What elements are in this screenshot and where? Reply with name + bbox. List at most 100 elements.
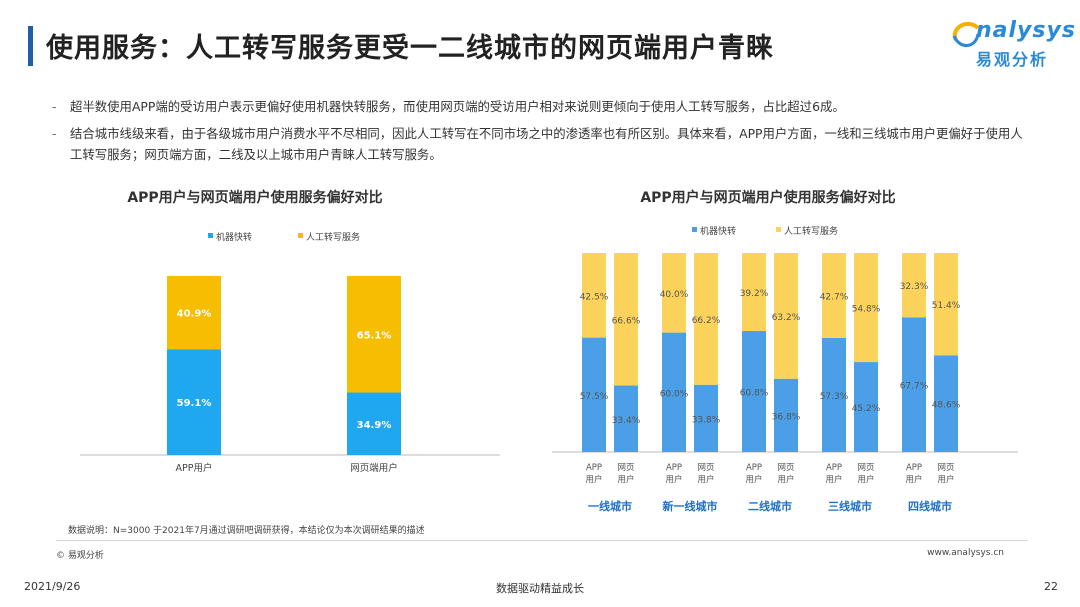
- divider: [56, 540, 1028, 541]
- bar-segment: [662, 253, 686, 333]
- data-label: 60.0%: [660, 389, 689, 399]
- chart-title: APP用户与网页端用户使用服务偏好对比: [127, 189, 382, 206]
- x-tick-label: 用户: [585, 474, 602, 485]
- bullet-list: - 超半数使用APP端的受访用户表示更偏好使用机器快转服务，而使用网页端的受访用…: [52, 96, 1032, 171]
- x-tick-label: APP: [586, 463, 602, 473]
- bar-segment: [582, 253, 606, 338]
- data-label: 32.3%: [900, 282, 929, 292]
- x-tick-label: 网页端用户: [350, 462, 398, 474]
- data-label: 66.6%: [612, 316, 641, 326]
- x-tick-label: 网页: [857, 463, 874, 473]
- group-label: 二线城市: [748, 499, 792, 513]
- bullet-item: - 超半数使用APP端的受访用户表示更偏好使用机器快转服务，而使用网页端的受访用…: [52, 96, 1032, 117]
- x-tick-label: 用户: [937, 474, 954, 485]
- dash-icon: -: [52, 99, 57, 114]
- data-label: 33.8%: [692, 415, 721, 425]
- bar-segment: [662, 332, 686, 452]
- x-tick-label: APP: [746, 463, 762, 473]
- data-label: 57.5%: [580, 392, 609, 402]
- bar-segment: [614, 385, 638, 452]
- data-label: 48.6%: [932, 401, 961, 411]
- bullet-text: 结合城市线级来看，由于各级城市用户消费水平不尽相同，因此人工转写在不同市场之中的…: [70, 126, 1023, 162]
- data-label: 33.4%: [612, 416, 641, 426]
- x-tick-label: 用户: [905, 474, 922, 485]
- x-tick-label: 用户: [777, 474, 794, 485]
- data-label: 63.2%: [772, 313, 801, 323]
- bar-segment: [694, 384, 718, 452]
- x-tick-label: APP: [826, 463, 842, 473]
- analysys-logo: [952, 21, 980, 47]
- logo-cn-text: 易观分析: [976, 50, 1049, 69]
- bar-segment: [902, 253, 926, 318]
- page-title: 使用服务：人工转写服务更受一二线城市的网页端用户青睐: [46, 33, 774, 64]
- x-tick-label: APP用户: [176, 462, 213, 474]
- group-label: 三线城市: [828, 499, 872, 513]
- bar-segment: [742, 253, 766, 332]
- legend-label: 机器快转: [216, 231, 252, 243]
- data-label: 51.4%: [932, 301, 961, 311]
- x-tick-label: 用户: [697, 474, 714, 485]
- footer-slogan: 数据驱动精益成长: [496, 582, 584, 595]
- group-label: 一线城市: [588, 499, 632, 513]
- bar-segment: [822, 253, 846, 338]
- x-tick-label: 网页: [617, 463, 634, 473]
- bar-segment: [614, 253, 638, 386]
- legend-label: 人工转写服务: [306, 231, 360, 243]
- page-number: 22: [1044, 580, 1058, 593]
- website-url: www.analysys.cn: [927, 548, 1004, 558]
- copyright: © 易观分析: [56, 551, 104, 561]
- footer-date: 2021/9/26: [24, 580, 81, 593]
- group-label: 四线城市: [908, 499, 952, 513]
- bar-segment: [902, 317, 926, 452]
- x-tick-label: 用户: [665, 474, 682, 485]
- data-label: 54.8%: [852, 305, 881, 315]
- bar-segment: [822, 337, 846, 452]
- data-label: 36.8%: [772, 412, 801, 422]
- legend-swatch: [208, 233, 213, 238]
- x-tick-label: 网页: [937, 463, 954, 473]
- bar-segment: [774, 378, 798, 452]
- data-label: 34.9%: [357, 420, 392, 431]
- bar-segment: [934, 355, 958, 452]
- dash-icon: -: [52, 126, 57, 141]
- bar-segment: [347, 276, 401, 393]
- data-note: 数据说明：N=3000 于2021年7月通过调研吧调研获得，本结论仅为本次调研结…: [68, 526, 425, 536]
- legend-label: 人工转写服务: [784, 225, 838, 237]
- x-tick-label: 用户: [825, 474, 842, 485]
- legend-label: 机器快转: [700, 225, 736, 237]
- bar-segment: [774, 253, 798, 379]
- data-label: 40.9%: [177, 309, 212, 320]
- bar-segment: [167, 276, 221, 350]
- x-tick-label: 用户: [745, 474, 762, 485]
- data-label: 57.3%: [820, 392, 849, 402]
- group-label: 新一线城市: [663, 499, 718, 513]
- data-label: 42.7%: [820, 292, 849, 302]
- data-label: 45.2%: [852, 404, 881, 414]
- bar-segment: [854, 362, 878, 452]
- legend-swatch: [776, 227, 781, 232]
- data-label: 39.2%: [740, 289, 769, 299]
- bar-segment: [582, 337, 606, 452]
- x-tick-label: 用户: [857, 474, 874, 485]
- data-label: 59.1%: [177, 398, 212, 409]
- data-label: 42.5%: [580, 292, 609, 302]
- data-label: 60.8%: [740, 389, 769, 399]
- bar-segment: [934, 253, 958, 356]
- data-label: 67.7%: [900, 382, 929, 392]
- bar-segment: [167, 349, 221, 455]
- bar-segment: [854, 253, 878, 363]
- bullet-item: - 结合城市线级来看，由于各级城市用户消费水平不尽相同，因此人工转写在不同市场之…: [52, 123, 1032, 165]
- logo-text: nalysys: [976, 18, 1076, 43]
- data-label: 65.1%: [357, 330, 392, 341]
- legend-swatch: [692, 227, 697, 232]
- x-tick-label: APP: [666, 463, 682, 473]
- data-label: 66.2%: [692, 316, 721, 326]
- data-label: 40.0%: [660, 290, 689, 300]
- x-tick-label: 用户: [617, 474, 634, 485]
- x-tick-label: 网页: [697, 463, 714, 473]
- bullet-text: 超半数使用APP端的受访用户表示更偏好使用机器快转服务，而使用网页端的受访用户相…: [70, 99, 845, 114]
- x-tick-label: APP: [906, 463, 922, 473]
- chart-title: APP用户与网页端用户使用服务偏好对比: [640, 189, 895, 206]
